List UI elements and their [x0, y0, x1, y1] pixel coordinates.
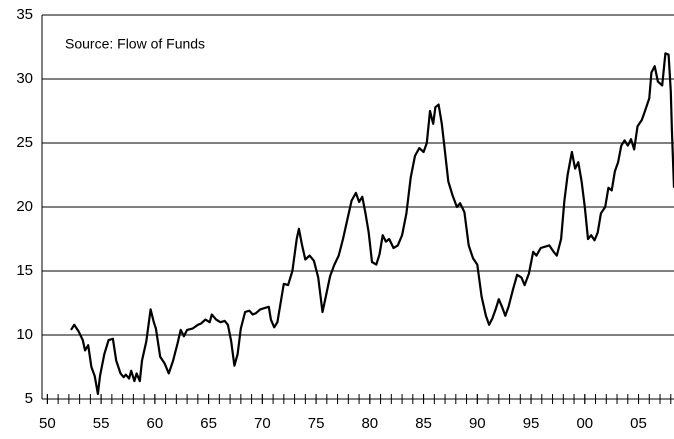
line: [70, 52, 674, 395]
x-tick-label: 65: [200, 415, 217, 432]
x-tick-label: 00: [576, 415, 593, 432]
x-tick-label: 05: [630, 415, 647, 432]
y-tick-label: 35: [16, 6, 33, 23]
x-tick-label: 50: [39, 415, 56, 432]
x-tick-label: 80: [361, 415, 378, 432]
y-tick-label: 10: [16, 326, 33, 343]
x-tick-label: 85: [415, 415, 432, 432]
x-tick-label: 70: [254, 415, 271, 432]
y-tick-label: 5: [25, 390, 33, 407]
x-tick-label: 60: [147, 415, 164, 432]
x-tick-label: 90: [469, 415, 486, 432]
x-tick-label: 55: [93, 415, 110, 432]
y-tick-label: 25: [16, 134, 33, 151]
x-tick-label: 95: [523, 415, 540, 432]
y-tick-label: 15: [16, 262, 33, 279]
annotation: Source: Flow of Funds: [65, 36, 205, 52]
x-tick-label: 75: [308, 415, 325, 432]
y-tick-label: 30: [16, 70, 33, 87]
y-tick-label: 20: [16, 198, 33, 215]
